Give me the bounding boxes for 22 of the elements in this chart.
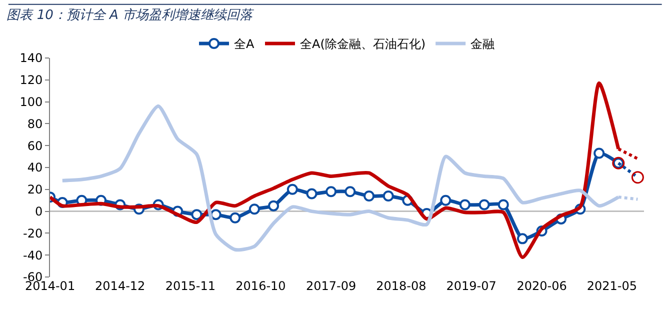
y-tick-label: 120 — [20, 73, 43, 88]
x-tick-label: 2014-12 — [95, 279, 146, 293]
y-tick-label: 140 — [20, 51, 43, 66]
legend-label: 全A — [234, 37, 255, 52]
y-tick-label: 20 — [27, 182, 43, 197]
y-tick-label: 60 — [27, 138, 43, 153]
x-tick-label: 2021-05 — [586, 279, 637, 293]
x-tick-label: 2016-10 — [236, 279, 286, 293]
x-tick-label: 2015-11 — [165, 279, 216, 293]
x-tick-label: 2019-07 — [446, 279, 496, 293]
x-tick-label: 2017-09 — [306, 279, 356, 293]
x-tick-label: 2020-06 — [516, 279, 567, 293]
y-tick-label: -40 — [22, 248, 43, 262]
x-tick-label: 2018-08 — [376, 279, 426, 293]
y-tick-label: 100 — [20, 95, 43, 109]
y-tick-label: 80 — [27, 116, 43, 131]
y-tick-label: 0 — [34, 204, 43, 218]
legend-label: 全A(除金融、石油石化) — [300, 37, 426, 52]
y-tick-label: -20 — [22, 226, 43, 240]
chart-title: 图表 10：预计全 A 市场盈利增速继续回落 — [6, 8, 255, 23]
y-tick-label: 40 — [27, 160, 43, 175]
legend-label: 金融 — [470, 37, 495, 52]
